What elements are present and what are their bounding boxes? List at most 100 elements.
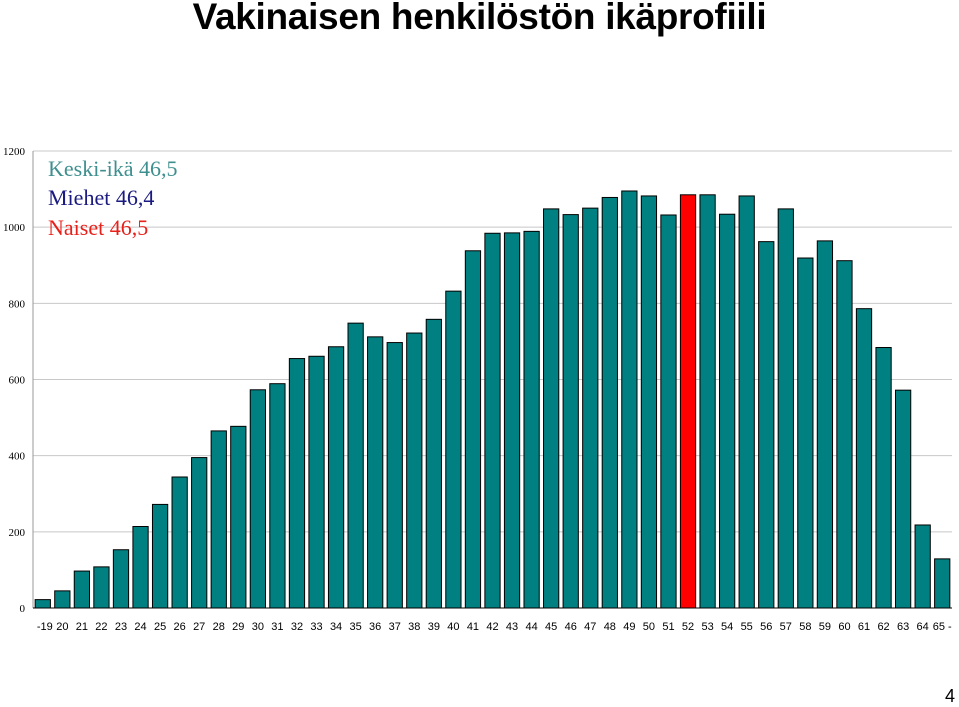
bar <box>719 213 736 609</box>
x-tick-label: 51 <box>662 621 674 633</box>
bar <box>210 430 227 609</box>
bar <box>934 558 951 609</box>
x-tick-label: 27 <box>193 621 205 633</box>
bar <box>347 322 364 609</box>
bar <box>875 347 892 609</box>
bar <box>112 549 130 609</box>
x-tick-label: 42 <box>486 621 498 633</box>
x-tick-label: 59 <box>819 621 831 633</box>
bar <box>249 389 266 609</box>
bar <box>679 194 697 609</box>
x-tick-label: 34 <box>330 621 342 633</box>
x-tick-label: 26 <box>174 621 186 633</box>
x-tick-label: 32 <box>291 621 303 633</box>
x-tick-label: 54 <box>721 621 733 633</box>
annotation-men: Miehet 46,4 <box>48 185 154 210</box>
x-tick-label: 62 <box>877 621 889 633</box>
x-tick-label: 21 <box>76 621 88 633</box>
annotation-women: Naiset 46,5 <box>48 215 148 240</box>
x-tick-label: 53 <box>701 621 713 633</box>
bar <box>855 308 873 609</box>
bar <box>543 208 560 609</box>
y-tick-label: 800 <box>9 298 26 310</box>
bar <box>425 318 442 609</box>
y-tick-label: 0 <box>20 603 26 615</box>
x-tick-label: 31 <box>271 621 283 633</box>
x-tick-label: 47 <box>584 621 596 633</box>
x-tick-label: 56 <box>760 621 772 633</box>
x-tick-label: 44 <box>525 621 537 633</box>
bar <box>386 342 403 609</box>
x-tick-label: 30 <box>252 621 264 633</box>
bar <box>171 476 188 609</box>
bar <box>367 336 384 609</box>
x-tick-label: 64 <box>917 621 929 633</box>
bar <box>738 195 755 609</box>
bar <box>601 196 618 609</box>
bar <box>894 389 912 609</box>
y-axis: 0 200 400 600 800 1000 1200 <box>3 146 34 615</box>
annotation-box: Keski-ikä 46,5 Miehet 46,4 Naiset 46,5 <box>48 156 178 240</box>
x-tick-label: 33 <box>310 621 322 633</box>
x-tick-label: 65 - <box>933 621 952 633</box>
x-tick-label: 40 <box>447 621 459 633</box>
x-tick-label: 29 <box>232 621 244 633</box>
x-tick-label: 25 <box>154 621 166 633</box>
bar <box>562 214 579 609</box>
x-tick-label: 38 <box>408 621 420 633</box>
bar <box>327 346 345 609</box>
bar <box>464 250 482 609</box>
bar <box>406 332 423 609</box>
bar <box>816 240 834 609</box>
bar <box>699 194 716 609</box>
bar <box>34 599 51 609</box>
bar <box>758 241 775 609</box>
x-tick-label: 46 <box>565 621 577 633</box>
x-tick-label: 36 <box>369 621 381 633</box>
x-tick-label: 39 <box>428 621 440 633</box>
bars <box>34 190 951 609</box>
x-tick-label: 41 <box>467 621 479 633</box>
x-tick-label: 48 <box>604 621 616 633</box>
x-tick-label: 23 <box>115 621 127 633</box>
bar <box>73 570 91 609</box>
annotation-average-age: Keski-ikä 46,5 <box>48 156 178 181</box>
bar <box>54 590 71 609</box>
bar <box>621 190 638 609</box>
x-tick-label: 50 <box>643 621 655 633</box>
x-tick-label: 52 <box>682 621 694 633</box>
y-tick-label: 600 <box>9 375 26 387</box>
y-tick-label: 400 <box>9 451 26 463</box>
x-tick-label: 49 <box>623 621 635 633</box>
bar <box>836 260 853 609</box>
bar <box>660 214 677 609</box>
x-tick-label: 22 <box>95 621 107 633</box>
bar <box>797 257 814 609</box>
y-tick-label: 1200 <box>3 146 26 158</box>
x-tick-label: 37 <box>389 621 401 633</box>
x-tick-label: 58 <box>799 621 811 633</box>
x-tick-label: 61 <box>858 621 870 633</box>
bar <box>288 358 306 609</box>
page-title: Vakinaisen henkilöstön ikäprofiili <box>192 0 767 37</box>
x-tick-label: 63 <box>897 621 909 633</box>
x-tick-label: 57 <box>780 621 792 633</box>
x-tick-label: 43 <box>506 621 518 633</box>
bar <box>523 230 540 609</box>
bar <box>191 457 208 609</box>
y-tick-label: 1000 <box>3 222 26 234</box>
bar <box>230 425 247 609</box>
x-tick-label: 45 <box>545 621 557 633</box>
x-tick-label: 35 <box>350 621 362 633</box>
x-tick-label: 60 <box>838 621 850 633</box>
bar <box>151 503 169 609</box>
bar <box>640 195 658 609</box>
page-number: 4 <box>944 686 955 706</box>
bar <box>445 290 462 609</box>
bar <box>914 524 931 609</box>
bar <box>777 208 794 609</box>
bar <box>503 232 521 609</box>
x-tick-label: 55 <box>741 621 753 633</box>
x-tick-label: 24 <box>134 621 146 633</box>
